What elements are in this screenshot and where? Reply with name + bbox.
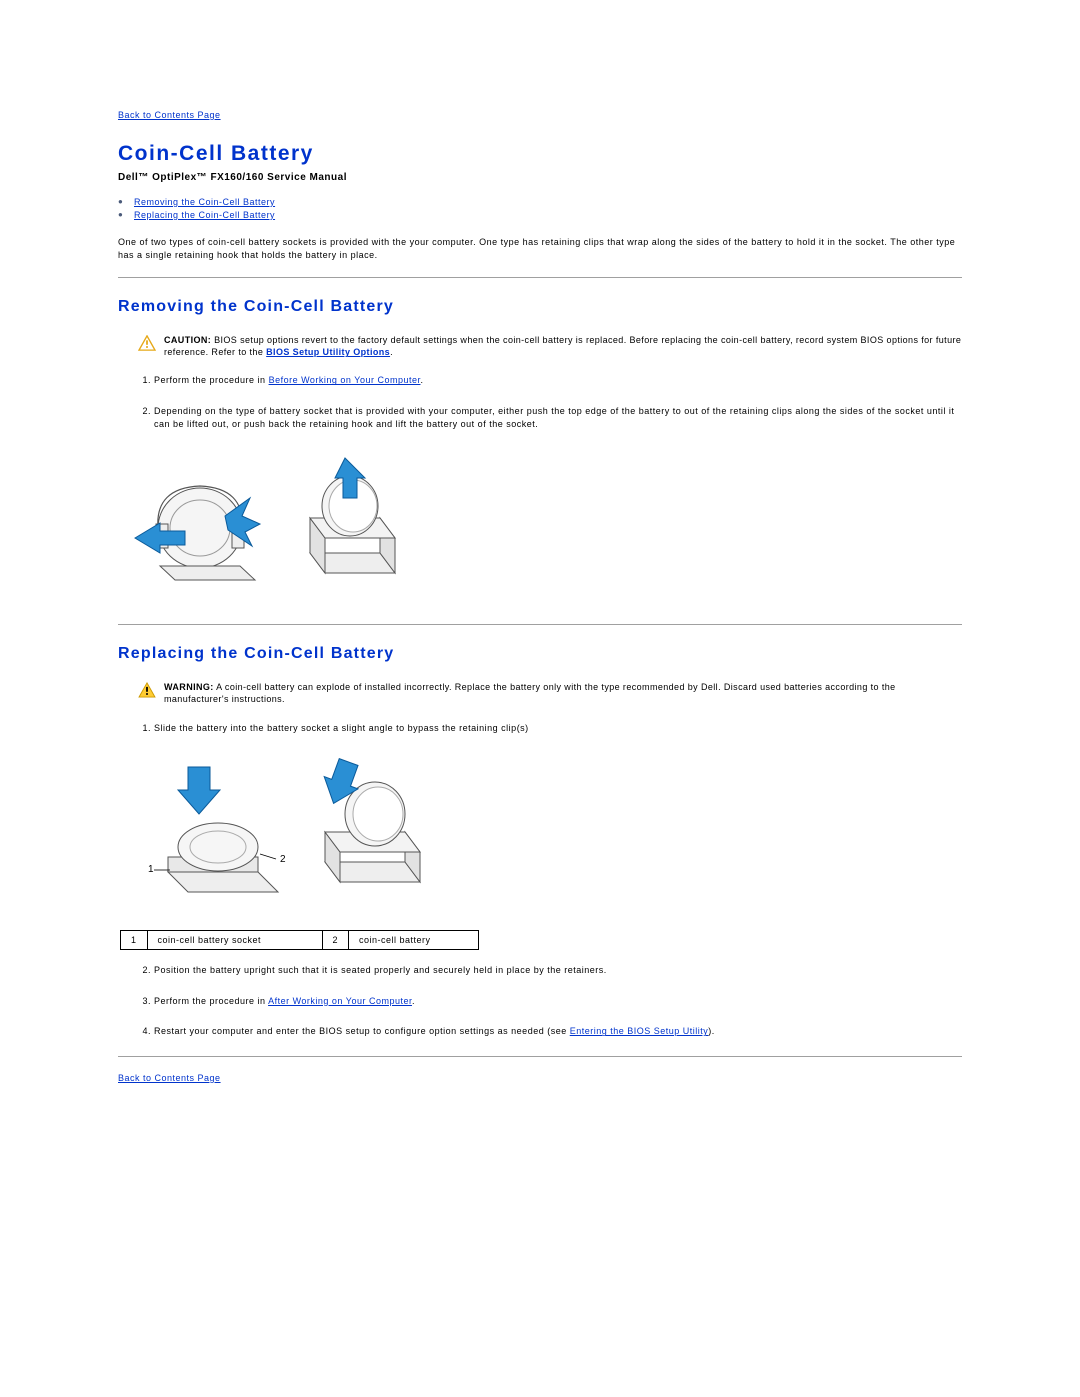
replacing-steps-a: Slide the battery into the battery socke…	[128, 722, 962, 735]
caution-label: CAUTION:	[164, 335, 211, 345]
warning-block: WARNING: A coin-cell battery can explode…	[138, 681, 962, 705]
caution-block: CAUTION: BIOS setup options revert to th…	[138, 334, 962, 358]
legend-label-2: coin-cell battery	[349, 931, 479, 950]
back-to-contents-bottom[interactable]: Back to Contents Page	[118, 1073, 221, 1083]
callout-2: 2	[280, 854, 286, 865]
legend-num-1: 1	[121, 931, 148, 950]
replacing-step-2: Position the battery upright such that i…	[154, 964, 962, 977]
section-replacing-title: Replacing the Coin-Cell Battery	[118, 645, 962, 663]
intro-paragraph: One of two types of coin-cell battery so…	[118, 236, 962, 261]
warning-label: WARNING:	[164, 682, 214, 692]
divider	[118, 1056, 962, 1057]
replacing-step-4: Restart your computer and enter the BIOS…	[154, 1025, 962, 1038]
diagram-replacing: 1 2 1 coin-cell battery socket 2 coin-ce…	[120, 752, 962, 950]
after-working-link[interactable]: After Working on Your Computer	[268, 996, 412, 1006]
section-removing-title: Removing the Coin-Cell Battery	[118, 298, 962, 316]
caution-text-b: .	[390, 347, 393, 357]
warning-text: A coin-cell battery can explode of insta…	[164, 682, 896, 704]
toc-link-replacing[interactable]: Replacing the Coin-Cell Battery	[134, 210, 275, 220]
back-to-contents-top[interactable]: Back to Contents Page	[118, 110, 221, 120]
replacing-steps-b: Position the battery upright such that i…	[128, 964, 962, 1038]
divider	[118, 277, 962, 278]
replacing-step-1: Slide the battery into the battery socke…	[154, 722, 962, 735]
diagram-removing	[120, 448, 962, 608]
product-subtitle: Dell™ OptiPlex™ FX160/160 Service Manual	[118, 172, 962, 183]
entering-bios-link[interactable]: Entering the BIOS Setup Utility	[570, 1026, 709, 1036]
before-working-link[interactable]: Before Working on Your Computer	[269, 375, 421, 385]
toc-link-removing[interactable]: Removing the Coin-Cell Battery	[134, 197, 275, 207]
page-title: Coin-Cell Battery	[118, 142, 962, 166]
page-toc: Removing the Coin-Cell Battery Replacing…	[118, 197, 962, 220]
bios-options-link[interactable]: BIOS Setup Utility Options	[266, 347, 390, 357]
removing-step-2: Depending on the type of battery socket …	[154, 405, 962, 430]
legend-num-2: 2	[322, 931, 349, 950]
legend-label-1: coin-cell battery socket	[147, 931, 322, 950]
removing-step-1: Perform the procedure in Before Working …	[154, 374, 962, 387]
divider	[118, 624, 962, 625]
diagram-legend-table: 1 coin-cell battery socket 2 coin-cell b…	[120, 930, 479, 950]
removing-steps: Perform the procedure in Before Working …	[128, 374, 962, 430]
caution-icon	[138, 335, 156, 351]
warning-icon	[138, 682, 156, 698]
replacing-step-3: Perform the procedure in After Working o…	[154, 995, 962, 1008]
callout-1: 1	[148, 864, 154, 875]
